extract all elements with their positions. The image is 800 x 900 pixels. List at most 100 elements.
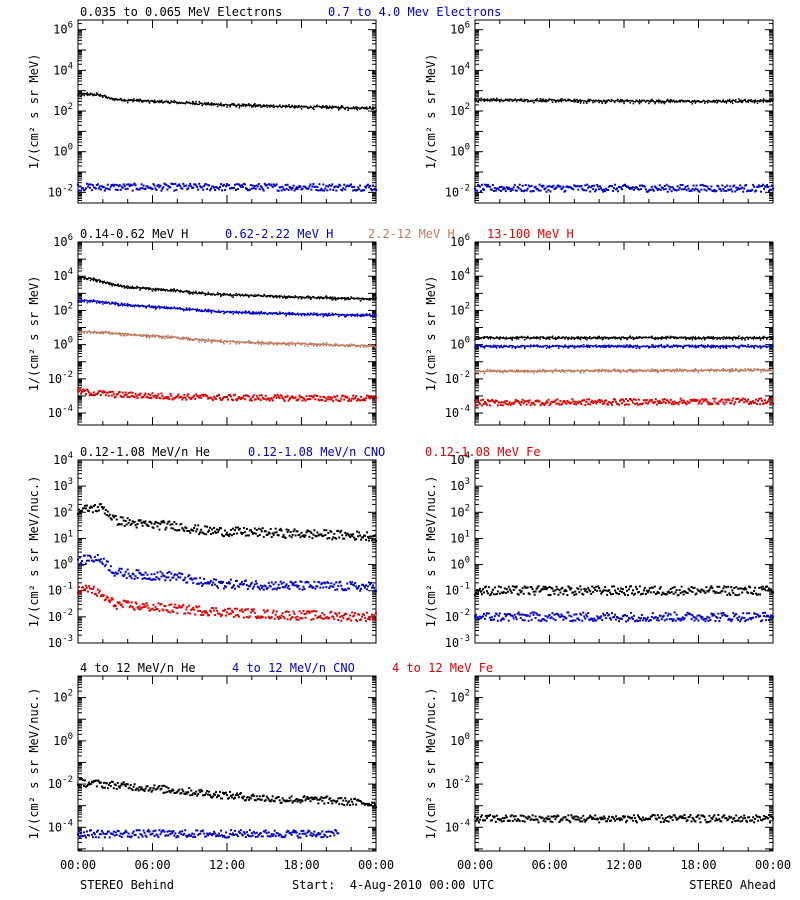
data-point bbox=[312, 183, 315, 186]
data-point bbox=[261, 585, 264, 588]
data-point bbox=[477, 618, 480, 621]
data-point bbox=[284, 584, 287, 587]
data-point bbox=[759, 615, 762, 618]
data-point bbox=[330, 582, 333, 585]
data-point bbox=[280, 529, 283, 532]
data-point bbox=[767, 400, 770, 403]
data-point bbox=[182, 102, 185, 104]
data-point bbox=[232, 615, 235, 618]
data-point bbox=[294, 616, 297, 619]
data-point bbox=[752, 183, 755, 186]
data-point bbox=[307, 398, 310, 401]
data-point bbox=[574, 400, 577, 403]
data-point bbox=[504, 190, 507, 193]
data-point bbox=[347, 314, 349, 317]
data-point bbox=[620, 398, 623, 401]
data-point bbox=[517, 346, 520, 348]
data-point bbox=[179, 290, 182, 293]
data-point bbox=[580, 402, 583, 405]
data-point bbox=[601, 368, 604, 371]
data-point bbox=[530, 370, 532, 373]
data-point bbox=[502, 337, 504, 339]
data-point bbox=[187, 393, 190, 396]
data-point bbox=[552, 617, 555, 620]
data-point bbox=[345, 589, 348, 592]
data-point bbox=[668, 618, 671, 621]
data-point bbox=[335, 581, 338, 584]
data-point bbox=[750, 618, 753, 621]
data-point bbox=[765, 346, 768, 349]
data-point bbox=[88, 186, 91, 189]
data-point bbox=[234, 526, 237, 529]
data-point bbox=[676, 402, 679, 405]
data-point bbox=[113, 183, 116, 186]
data-point bbox=[178, 529, 181, 532]
data-point bbox=[678, 186, 681, 189]
data-point bbox=[588, 398, 591, 401]
data-point bbox=[161, 784, 164, 787]
data-point bbox=[691, 614, 694, 617]
data-point bbox=[626, 185, 629, 188]
data-point bbox=[83, 588, 86, 591]
data-point bbox=[285, 395, 288, 398]
data-point bbox=[769, 345, 771, 348]
data-point bbox=[167, 184, 170, 187]
data-point bbox=[148, 287, 151, 289]
data-point bbox=[654, 102, 656, 105]
data-point bbox=[725, 337, 728, 339]
data-point bbox=[593, 586, 596, 589]
data-point bbox=[194, 397, 197, 400]
data-point bbox=[685, 100, 687, 103]
data-point bbox=[656, 590, 659, 593]
data-point bbox=[495, 613, 498, 616]
data-point bbox=[497, 585, 500, 588]
data-point bbox=[187, 575, 190, 578]
data-point bbox=[492, 369, 495, 372]
data-point bbox=[536, 371, 538, 373]
data-point bbox=[548, 585, 551, 588]
data-point bbox=[142, 286, 144, 289]
data-point bbox=[480, 370, 483, 373]
data-point bbox=[186, 606, 189, 609]
data-point bbox=[351, 186, 354, 189]
data-point bbox=[590, 186, 593, 189]
data-point bbox=[278, 587, 281, 590]
data-point bbox=[338, 536, 341, 539]
data-point bbox=[554, 338, 557, 341]
data-point bbox=[756, 403, 759, 406]
data-point bbox=[77, 508, 80, 511]
data-point bbox=[335, 189, 338, 192]
data-point bbox=[269, 105, 272, 108]
data-point bbox=[218, 188, 221, 191]
data-point bbox=[137, 789, 140, 792]
data-point bbox=[630, 616, 633, 619]
data-point bbox=[172, 576, 175, 579]
data-point bbox=[504, 615, 507, 618]
data-point bbox=[330, 530, 333, 533]
data-point bbox=[148, 396, 151, 399]
data-point bbox=[150, 397, 153, 400]
data-point bbox=[340, 619, 343, 622]
data-point bbox=[125, 576, 128, 579]
data-point bbox=[537, 189, 540, 192]
data-point bbox=[756, 613, 759, 616]
data-point bbox=[726, 184, 729, 187]
data-point bbox=[114, 395, 117, 398]
data-point bbox=[248, 615, 251, 618]
data-point bbox=[334, 588, 337, 591]
data-point bbox=[277, 189, 280, 192]
data-point bbox=[577, 188, 580, 191]
data-point bbox=[475, 189, 478, 192]
data-point bbox=[359, 589, 362, 592]
data-point bbox=[93, 503, 96, 506]
data-point bbox=[108, 282, 110, 284]
data-point bbox=[102, 185, 105, 188]
data-point bbox=[683, 187, 686, 190]
data-point bbox=[263, 611, 266, 614]
data-point bbox=[348, 534, 351, 537]
data-point bbox=[318, 183, 321, 186]
data-point bbox=[328, 587, 331, 590]
data-point bbox=[297, 186, 300, 189]
data-point bbox=[477, 337, 479, 339]
data-point bbox=[106, 596, 109, 599]
